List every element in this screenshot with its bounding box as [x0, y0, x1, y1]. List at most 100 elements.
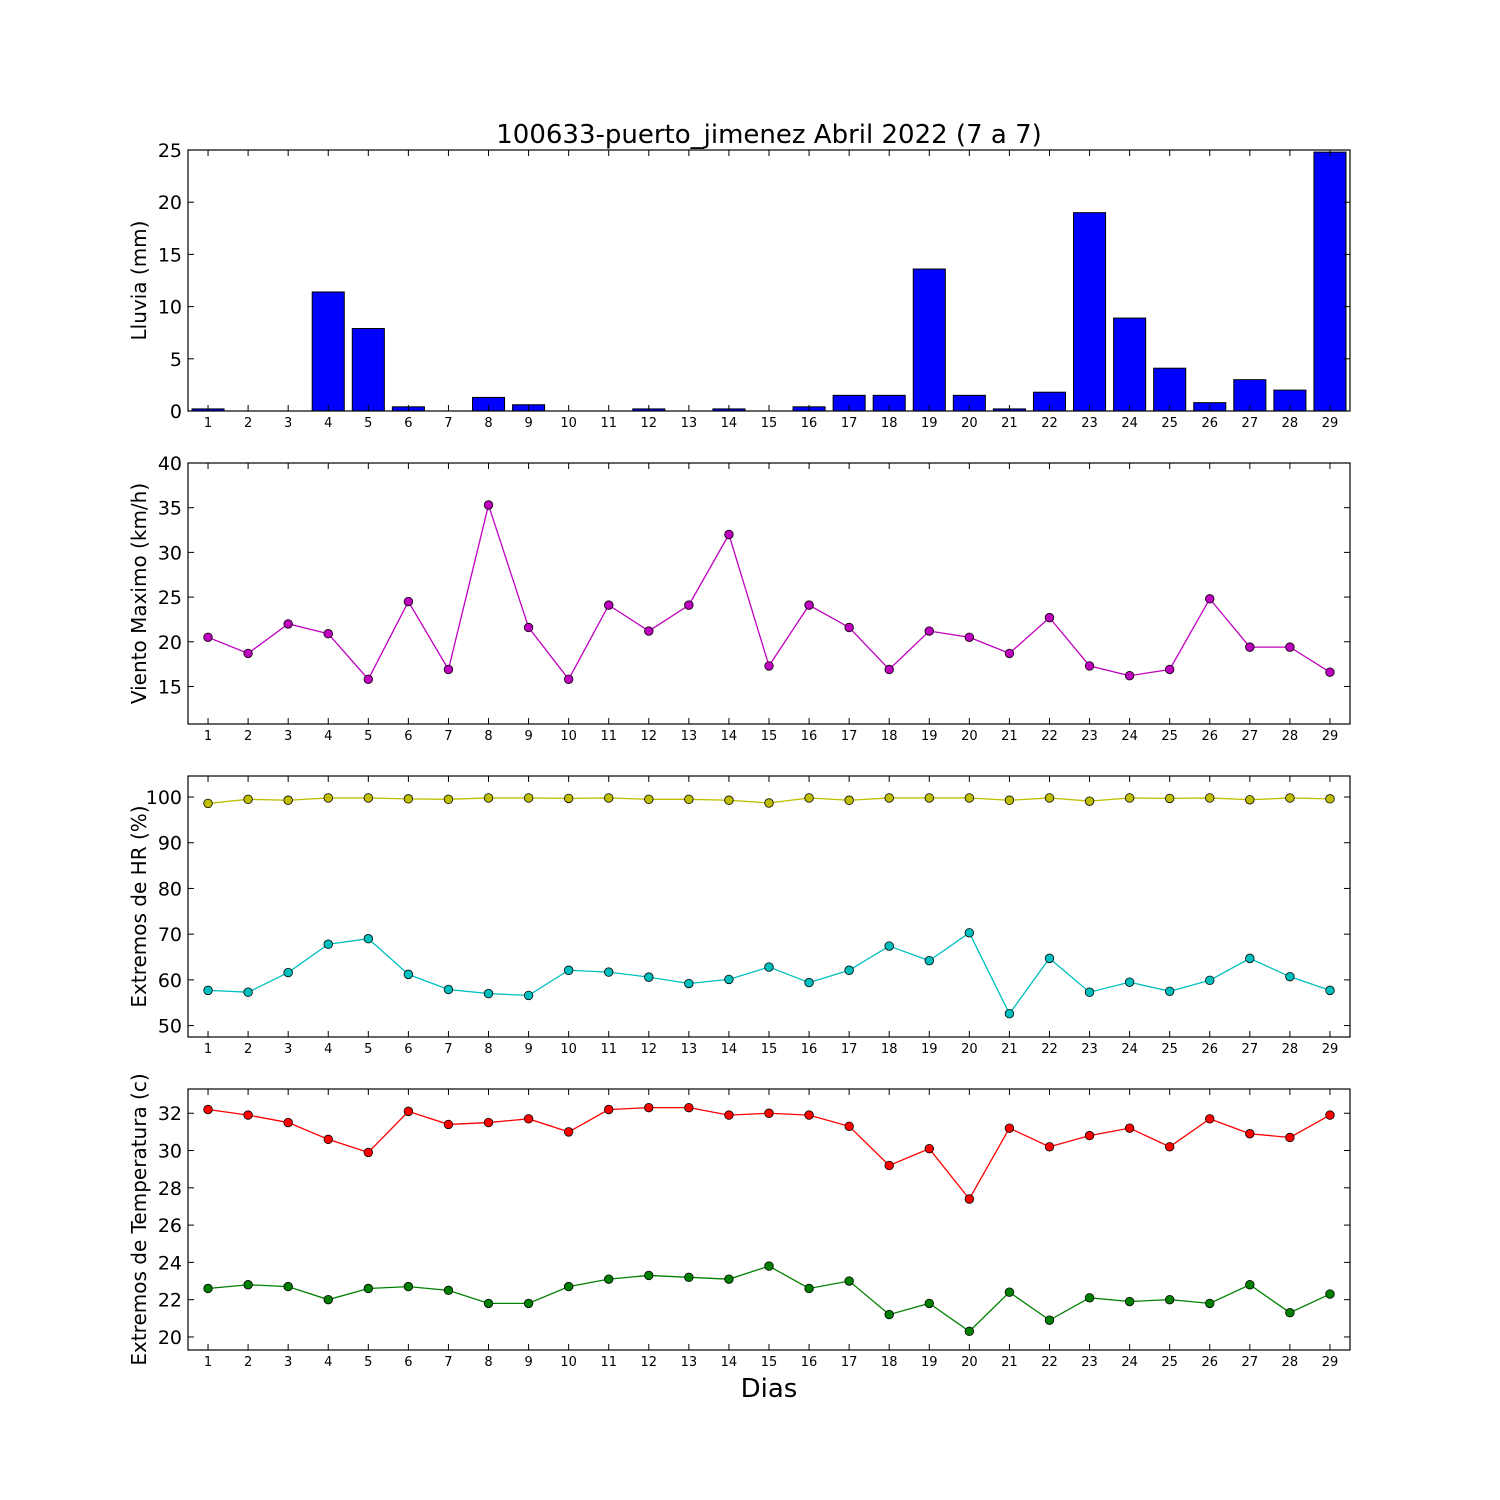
x-tick-label: 9 — [524, 729, 532, 744]
x-tick-label: 16 — [801, 1042, 818, 1057]
x-tick-label: 19 — [921, 416, 938, 431]
x-tick-label: 2 — [244, 1042, 252, 1057]
y-axis-label: Extremos de HR (%) — [127, 805, 151, 1007]
point-series-1-day-5 — [363, 793, 374, 803]
x-tick-label: 7 — [444, 1042, 452, 1057]
point-series-1-day-10 — [563, 1127, 574, 1137]
x-tick-label: 29 — [1322, 729, 1339, 744]
point-series-2-day-21 — [1004, 1287, 1015, 1297]
point-series-1-day-15 — [764, 1108, 774, 1118]
x-tick-label: 21 — [1001, 1042, 1018, 1057]
y-tick-label: 32 — [158, 1103, 182, 1125]
x-tick-label: 10 — [560, 1355, 577, 1370]
y-tick-label: 35 — [158, 498, 182, 520]
x-tick-label: 17 — [841, 416, 858, 431]
x-tick-label: 9 — [524, 1042, 532, 1057]
point-series-2-day-1 — [203, 1283, 213, 1294]
x-tick-label: 10 — [560, 1042, 577, 1057]
point-series-1-day-7 — [443, 1119, 454, 1130]
bar-day-25 — [1153, 367, 1187, 412]
point-series-2-day-27 — [1245, 953, 1255, 964]
point-series-2-day-27 — [1245, 1280, 1255, 1290]
point-series-1-day-27 — [1245, 642, 1255, 652]
x-tick-label: 18 — [881, 416, 898, 431]
y-tick-label: 30 — [158, 1141, 182, 1163]
point-series-1-day-24 — [1124, 671, 1135, 681]
x-tick-label: 6 — [404, 1042, 412, 1057]
x-tick-label: 2 — [244, 416, 252, 431]
point-series-2-day-29 — [1325, 985, 1335, 996]
point-series-2-day-21 — [1004, 1008, 1015, 1019]
y-tick-label: 10 — [158, 297, 182, 319]
point-series-1-day-16 — [804, 793, 814, 803]
point-series-2-day-26 — [1205, 975, 1215, 986]
x-tick-label: 18 — [881, 1042, 898, 1057]
x-tick-label: 22 — [1041, 729, 1058, 744]
point-series-1-day-6 — [403, 1106, 414, 1117]
point-series-1-day-18 — [884, 1160, 894, 1171]
x-tick-label: 14 — [721, 1355, 738, 1370]
point-series-2-day-25 — [1164, 1294, 1175, 1305]
point-series-1-day-24 — [1124, 1123, 1135, 1133]
y-tick-label: 60 — [158, 970, 182, 992]
x-tick-label: 2 — [244, 729, 252, 744]
y-tick-label: 26 — [158, 1215, 182, 1237]
bar-day-4 — [311, 291, 345, 412]
x-tick-label: 14 — [721, 1042, 738, 1057]
point-series-2-day-7 — [443, 984, 454, 995]
bar-day-19 — [912, 268, 946, 412]
point-series-1-day-25 — [1164, 793, 1175, 804]
point-series-2-day-16 — [804, 1283, 814, 1294]
series-line-2 — [207, 1265, 1331, 1333]
point-series-2-day-11 — [604, 1274, 614, 1284]
point-series-1-day-1 — [203, 1104, 213, 1115]
point-series-1-day-3 — [283, 795, 293, 805]
x-tick-label: 19 — [921, 1042, 938, 1057]
series-line-2 — [208, 931, 1331, 1015]
x-tick-label: 11 — [600, 729, 617, 744]
y-axis-label: Extremos de Temperatura (c) — [127, 1073, 151, 1365]
x-tick-label: 21 — [1001, 1355, 1018, 1370]
x-tick-label: 1 — [204, 729, 212, 744]
y-tick-label: 20 — [158, 192, 182, 214]
x-tick-label: 1 — [204, 1355, 212, 1370]
point-series-2-day-9 — [523, 990, 534, 1001]
x-tick-label: 19 — [921, 729, 938, 744]
y-tick-label: 5 — [170, 349, 182, 371]
x-tick-label: 7 — [444, 1355, 452, 1370]
point-series-1-day-21 — [1004, 1123, 1015, 1133]
point-series-1-day-8 — [483, 500, 494, 510]
x-tick-label: 23 — [1081, 416, 1098, 431]
point-series-1-day-21 — [1004, 648, 1015, 659]
point-series-1-day-14 — [724, 795, 734, 805]
point-series-2-day-13 — [684, 978, 694, 989]
y-tick-label: 24 — [158, 1252, 182, 1274]
x-tick-label: 19 — [921, 1355, 938, 1370]
y-axis-label: Viento Maximo (km/h) — [127, 483, 151, 704]
x-tick-label: 24 — [1121, 729, 1138, 744]
y-tick-label: 80 — [158, 878, 182, 900]
point-series-1-day-2 — [243, 794, 253, 805]
x-tick-label: 8 — [484, 1042, 492, 1057]
point-series-2-day-29 — [1325, 1289, 1335, 1299]
point-series-1-day-11 — [604, 793, 614, 803]
x-tick-label: 15 — [761, 416, 778, 431]
y-tick-label: 50 — [158, 1016, 182, 1038]
x-tick-label: 12 — [641, 416, 658, 431]
point-series-2-day-18 — [884, 1309, 894, 1320]
x-tick-label: 27 — [1242, 729, 1259, 744]
bar-day-23 — [1073, 212, 1107, 412]
point-series-1-day-19 — [924, 793, 934, 803]
x-tick-label: 11 — [600, 416, 617, 431]
x-tick-label: 5 — [364, 416, 372, 431]
x-tick-label: 20 — [961, 416, 978, 431]
x-tick-label: 28 — [1282, 416, 1299, 431]
point-series-1-day-10 — [563, 793, 574, 804]
point-series-2-day-6 — [403, 969, 414, 980]
x-tick-label: 8 — [484, 729, 492, 744]
point-series-1-day-10 — [563, 674, 574, 685]
point-series-2-day-3 — [283, 1281, 293, 1292]
x-tick-label: 12 — [641, 1355, 658, 1370]
